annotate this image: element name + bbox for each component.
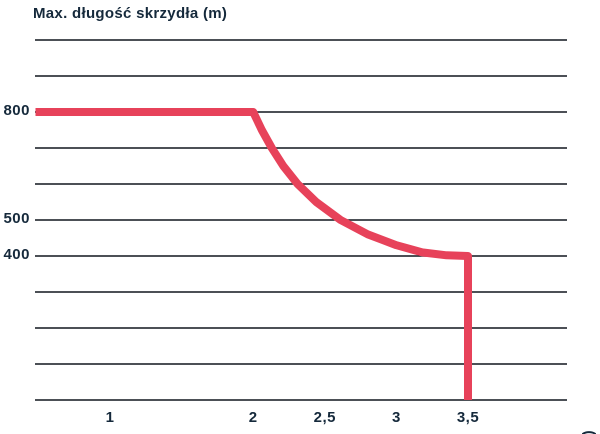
gridlines <box>35 39 567 401</box>
x-tick-label-2.5: 2,5 <box>313 409 336 426</box>
y-tick-label-500: 500 <box>3 210 30 227</box>
x-tick-label-3: 3 <box>391 409 401 426</box>
x-axis-title: Max. długość skrzydła (m) <box>33 5 228 22</box>
series-max-gate-weight-vs-wing-length <box>35 108 472 400</box>
x-tick-label-1: 1 <box>105 409 115 426</box>
y-axis-title: Max.waga bramy (Kg) <box>580 430 598 434</box>
y-tick-label-400: 400 <box>3 246 30 263</box>
y-tick-label-800: 800 <box>3 102 30 119</box>
x-tick-label-3.5: 3,5 <box>456 409 480 426</box>
x-tick-label-2: 2 <box>248 409 258 426</box>
